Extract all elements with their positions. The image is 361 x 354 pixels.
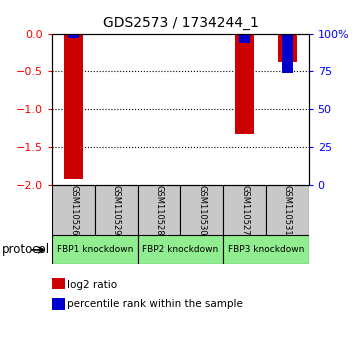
Text: FBP1 knockdown: FBP1 knockdown	[57, 245, 133, 255]
Text: GSM110531: GSM110531	[283, 185, 292, 235]
Text: GSM110528: GSM110528	[155, 185, 164, 235]
Text: FBP3 knockdown: FBP3 knockdown	[228, 245, 304, 255]
Text: GSM110527: GSM110527	[240, 185, 249, 235]
Bar	[235, 34, 254, 133]
Text: percentile rank within the sample: percentile rank within the sample	[67, 299, 243, 309]
Bar	[64, 34, 83, 179]
Bar	[69, 34, 79, 38]
Bar	[239, 34, 250, 43]
Bar	[223, 185, 266, 235]
Bar	[52, 185, 95, 235]
Bar	[138, 185, 180, 235]
Bar	[138, 235, 223, 264]
Bar	[95, 185, 138, 235]
Title: GDS2573 / 1734244_1: GDS2573 / 1734244_1	[103, 16, 258, 30]
Text: log2 ratio: log2 ratio	[67, 280, 117, 290]
Bar	[52, 298, 65, 310]
Text: GSM110529: GSM110529	[112, 185, 121, 235]
Bar	[278, 34, 297, 62]
Text: protocol: protocol	[2, 244, 50, 256]
Bar	[282, 34, 292, 73]
Bar	[223, 235, 309, 264]
Text: GSM110526: GSM110526	[69, 185, 78, 235]
Text: GSM110530: GSM110530	[197, 185, 206, 235]
Bar	[180, 185, 223, 235]
Text: FBP2 knockdown: FBP2 knockdown	[142, 245, 219, 255]
Bar	[52, 235, 138, 264]
Bar	[266, 185, 309, 235]
Bar	[52, 278, 65, 289]
